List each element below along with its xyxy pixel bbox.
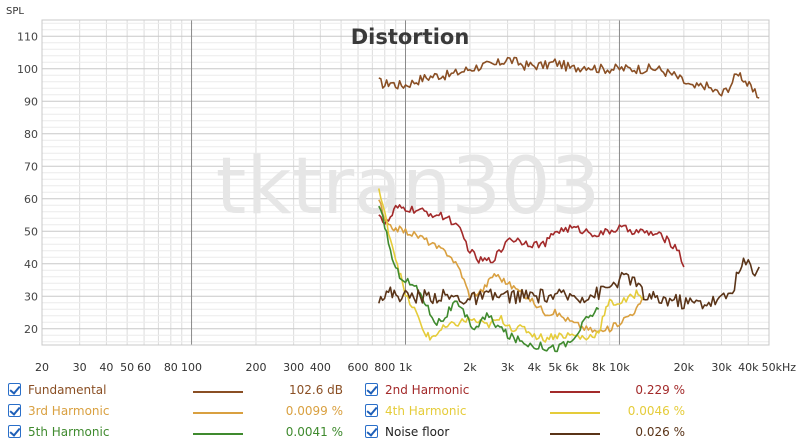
x-tick-label: 100 [181,361,202,374]
y-tick-label: 80 [24,128,38,141]
y-tick-label: 20 [24,323,38,336]
x-tick-label: 40 [99,361,113,374]
legend-label: 5th Harmonic [28,425,110,439]
series-line-4th-harmonic [378,188,645,343]
x-tick-label: 60 [137,361,151,374]
x-tick-label: 20 [35,361,49,374]
x-tick-label: 80 [164,361,178,374]
x-tick-label: 400 [310,361,331,374]
legend-swatch [550,412,600,414]
x-tick-label: 2k [463,361,477,374]
legend-label: Fundamental [28,383,107,397]
legend-value: 0.026 % [635,425,685,439]
legend-item-noise-floor[interactable]: Noise floor 0.026 % [365,422,695,442]
y-axis-label: SPL [6,6,24,17]
distortion-chart: tktran303 Distortion SPL 203040506070809… [6,6,797,374]
y-tick-label: 40 [24,258,38,271]
legend-item-2nd-harmonic[interactable]: 2nd Harmonic 0.229 % [365,380,695,400]
x-tick-label: 5k [548,361,562,374]
checkbox-fundamental[interactable] [8,383,21,396]
legend-swatch [193,412,243,414]
legend-swatch [193,391,243,393]
legend-value: 0.0046 % [627,404,685,418]
legend-label: Noise floor [385,425,450,439]
chart-title: Distortion [351,25,470,49]
legend-swatch [550,391,600,393]
x-tick-label: 1k [399,361,413,374]
y-tick-label: 50 [24,225,38,238]
checkbox-5th-harmonic[interactable] [8,425,21,438]
x-tick-label: 200 [245,361,266,374]
y-tick-label: 30 [24,290,38,303]
legend-item-fundamental[interactable]: Fundamental 102.6 dB [8,380,363,400]
checkbox-2nd-harmonic[interactable] [365,383,378,396]
legend-item-5th-harmonic[interactable]: 5th Harmonic 0.0041 % [8,422,363,442]
watermark: tktran303 [216,142,601,232]
y-tick-label: 70 [24,160,38,173]
series-line-5th-harmonic [378,205,600,353]
x-tick-label: 4k [528,361,542,374]
legend-value: 0.0099 % [285,404,343,418]
y-tick-label: 60 [24,193,38,206]
series-line-2nd-harmonic [378,204,685,268]
x-tick-label: 30k [711,361,732,374]
y-tick-label: 100 [17,63,38,76]
checkbox-3rd-harmonic[interactable] [8,404,21,417]
x-tick-label: 50kHz [762,361,797,374]
x-tick-label: 3k [501,361,515,374]
x-tick-label: 300 [283,361,304,374]
legend-label: 2nd Harmonic [385,383,470,397]
x-tick-label: 8k [592,361,606,374]
plot-frame [41,19,770,346]
y-axis-ticks: 20 30 40 50 60 70 80 90 100 110 [17,30,38,336]
y-tick-label: 90 [24,95,38,108]
series-line-noise-floor [378,257,760,310]
legend-value: 0.229 % [635,383,685,397]
x-tick-label: 30 [73,361,87,374]
legend: Fundamental 102.6 dB 2nd Harmonic 0.229 … [0,376,799,447]
x-tick-label: 6k [565,361,579,374]
legend-label: 3rd Harmonic [28,404,110,418]
legend-value: 0.0041 % [285,425,343,439]
x-tick-label: 50 [120,361,134,374]
x-tick-label: 800 [374,361,395,374]
series-layer [378,56,760,353]
x-tick-label: 600 [348,361,369,374]
legend-item-3rd-harmonic[interactable]: 3rd Harmonic 0.0099 % [8,401,363,421]
x-tick-label: 20k [674,361,695,374]
x-axis-ticks: 20 30 40 50 60 80 100 200 300 400 600 800 1k 2k 3k 4k 5k… [35,361,796,374]
legend-item-4th-harmonic[interactable]: 4th Harmonic 0.0046 % [365,401,695,421]
legend-value: 102.6 dB [288,383,343,397]
legend-label: 4th Harmonic [385,404,467,418]
checkbox-4th-harmonic[interactable] [365,404,378,417]
legend-swatch [193,433,243,435]
series-line-fundamental [378,56,760,99]
x-tick-label: 40k [738,361,759,374]
checkbox-noise-floor[interactable] [365,425,378,438]
x-tick-label: 10k [609,361,630,374]
y-tick-label: 110 [17,30,38,43]
legend-swatch [550,433,600,435]
